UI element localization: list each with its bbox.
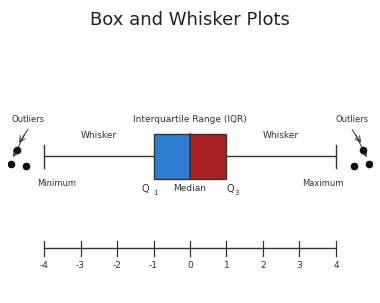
Text: Whisker: Whisker bbox=[263, 131, 299, 140]
Text: -3: -3 bbox=[76, 261, 85, 270]
Text: Whisker: Whisker bbox=[81, 131, 117, 140]
Text: Q: Q bbox=[226, 184, 234, 194]
Bar bbox=[154, 134, 226, 179]
Text: Minimum: Minimum bbox=[37, 179, 76, 188]
Bar bbox=[154, 134, 190, 179]
Text: 3: 3 bbox=[234, 190, 239, 196]
Text: -4: -4 bbox=[40, 261, 49, 270]
Bar bbox=[190, 134, 226, 179]
Text: Median: Median bbox=[174, 184, 206, 193]
Text: Outliers: Outliers bbox=[336, 115, 369, 124]
Text: 4: 4 bbox=[333, 261, 339, 270]
Text: 1: 1 bbox=[153, 190, 157, 196]
Text: Interquartile Range (IQR): Interquartile Range (IQR) bbox=[133, 115, 247, 124]
Text: -1: -1 bbox=[149, 261, 158, 270]
Text: Outliers: Outliers bbox=[11, 115, 44, 124]
Text: Q: Q bbox=[141, 184, 149, 194]
Text: 0: 0 bbox=[187, 261, 193, 270]
Text: 3: 3 bbox=[296, 261, 302, 270]
Text: 2: 2 bbox=[260, 261, 266, 270]
Text: 1: 1 bbox=[223, 261, 230, 270]
Text: Maximum: Maximum bbox=[302, 179, 344, 188]
Text: -2: -2 bbox=[112, 261, 122, 270]
Text: Box and Whisker Plots: Box and Whisker Plots bbox=[90, 11, 290, 29]
